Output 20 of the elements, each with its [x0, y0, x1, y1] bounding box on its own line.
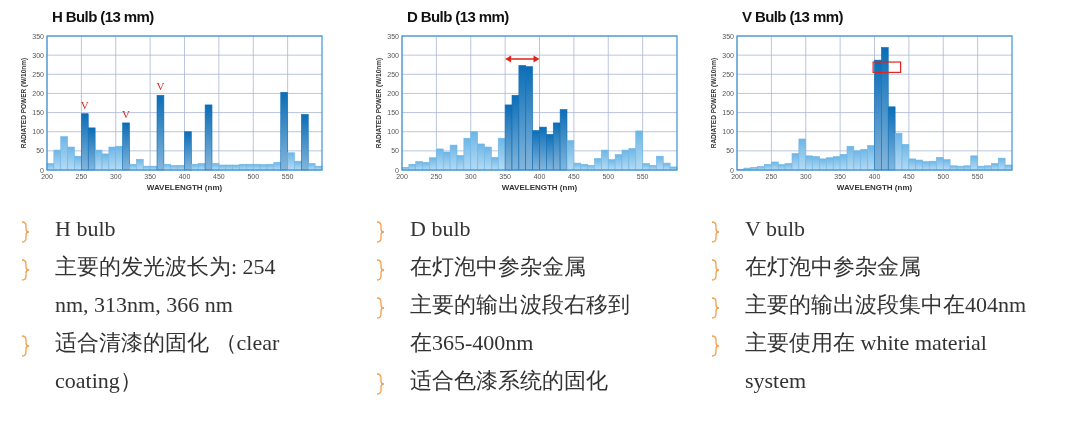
text: 主要的发光波长为: 254 nm, 313nm, 366 nm — [55, 254, 276, 317]
text: 适合清漆的固化 （clear coating） — [55, 330, 280, 393]
x-axis-title: WAVELENGTH (nm) — [501, 183, 578, 192]
text: 主要的输出波段集中在404nm — [745, 292, 1027, 317]
text: D bulb — [410, 216, 471, 241]
text: V bulb — [745, 216, 806, 241]
chart-title: D Bulb (13 mm) — [407, 8, 510, 25]
x-axis-title: WAVELENGTH (nm) — [836, 183, 913, 192]
text: 主要的输出波段右移到在365-400nm — [410, 292, 630, 355]
text: H bulb — [55, 216, 116, 241]
annotation: V — [156, 80, 165, 93]
annotation: V — [122, 107, 131, 120]
chart-title: H Bulb (13 mm) — [52, 8, 155, 25]
x-axis-title: WAVELENGTH (nm) — [146, 183, 223, 192]
annotation: V — [80, 98, 89, 111]
text: 主要使用在 white material system — [745, 330, 987, 393]
text: 在灯泡中参杂金属 — [745, 254, 921, 279]
text: 适合色漆系统的固化 — [410, 368, 608, 393]
text: 在灯泡中参杂金属 — [410, 254, 586, 279]
chart-title: V Bulb (13 mm) — [742, 8, 844, 25]
